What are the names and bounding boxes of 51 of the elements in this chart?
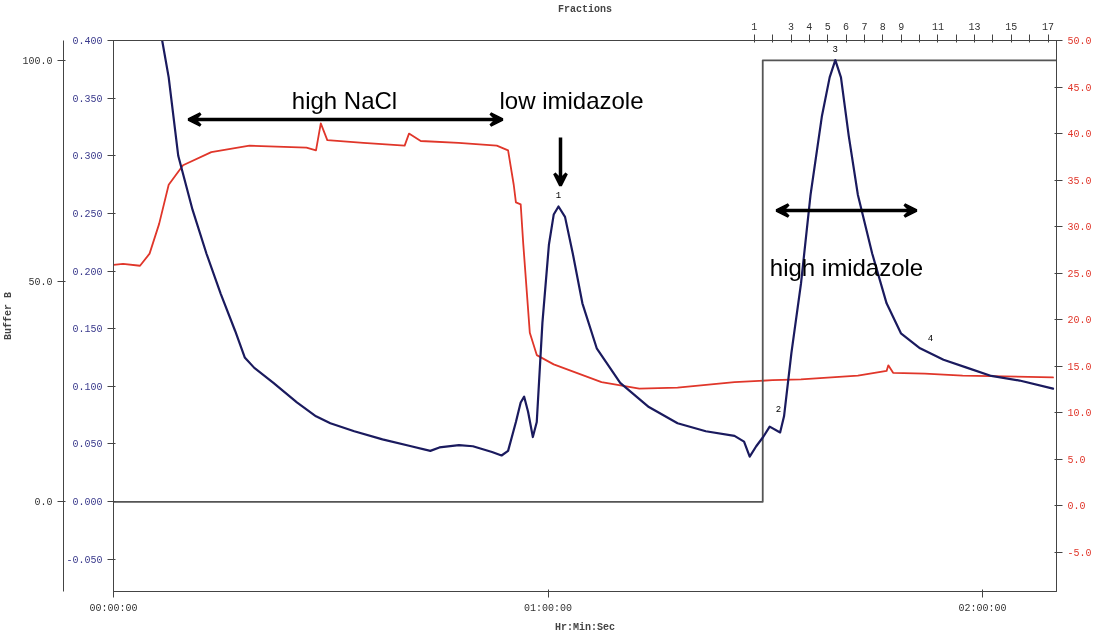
y-tick-label: 0.150	[72, 324, 103, 336]
annotation: 1	[555, 191, 562, 202]
annotation: high NaCl	[291, 87, 398, 114]
y2-tick-label: 10.0	[1067, 408, 1092, 420]
y2-tick-label: 25.0	[1067, 268, 1092, 280]
y-tick-label: 0.000	[72, 497, 103, 509]
y-tick-label: 0.200	[72, 266, 103, 278]
y2-tick-label: 45.0	[1067, 82, 1092, 94]
x2-tick-label: 7	[861, 21, 868, 33]
y2-tick-label: 30.0	[1067, 222, 1092, 234]
x-axis-title: Hr:Min:Sec	[555, 621, 616, 633]
x2-tick-label: 6	[843, 21, 850, 33]
y3-tick-label: 50.0	[28, 276, 53, 288]
line-series	[113, 122, 1054, 390]
y-tick-label: -0.050	[66, 554, 103, 566]
x2-tick-label: 3	[788, 21, 795, 33]
y-tick-label: 0.300	[72, 151, 103, 163]
y2-tick-label: 35.0	[1067, 175, 1092, 187]
y-tick-label: 0.400	[72, 36, 103, 47]
annotation: 4	[927, 334, 934, 345]
y2-tick-label: -5.0	[1067, 547, 1092, 559]
x2-tick-label: 4	[806, 21, 813, 33]
annotation: low imidazole	[499, 87, 644, 114]
x-tick-label: 00:00:00	[89, 602, 138, 614]
y-tick-label: 0.100	[72, 381, 103, 393]
y3-axis-title: Buffer B	[3, 291, 15, 340]
annotation: 2	[775, 404, 782, 415]
x2-tick-label: 17	[1042, 21, 1055, 33]
x2-axis-title: Fractions	[558, 3, 613, 15]
x2-tick-label: 13	[968, 21, 981, 33]
y2-tick-label: 0.0	[1067, 501, 1086, 513]
x2-tick-label: 8	[879, 21, 886, 33]
x2-tick-label: 11	[931, 21, 944, 33]
y-tick-label: 0.350	[72, 93, 103, 105]
y3-tick-label: 0.0	[34, 497, 53, 509]
x2-tick-label: 5	[824, 21, 831, 33]
x2-tick-label: 9	[898, 21, 905, 33]
x2-tick-label: 15	[1005, 21, 1018, 33]
x2-tick-label: 1	[751, 21, 758, 33]
y2-tick-label: 50.0	[1067, 36, 1092, 47]
y2-tick-label: 5.0	[1067, 454, 1086, 466]
y2-tick-label: 20.0	[1067, 315, 1092, 327]
line-series	[161, 40, 1055, 458]
y3-tick-label: 100.0	[22, 55, 53, 67]
y-tick-label: 0.050	[72, 439, 103, 451]
annotation: 3	[832, 45, 839, 56]
y2-tick-label: 15.0	[1067, 361, 1092, 373]
x-tick-label: 02:00:00	[958, 602, 1007, 614]
y-tick-label: 0.250	[72, 208, 103, 220]
x-tick-label: 01:00:00	[524, 602, 573, 614]
y2-tick-label: 40.0	[1067, 129, 1092, 141]
